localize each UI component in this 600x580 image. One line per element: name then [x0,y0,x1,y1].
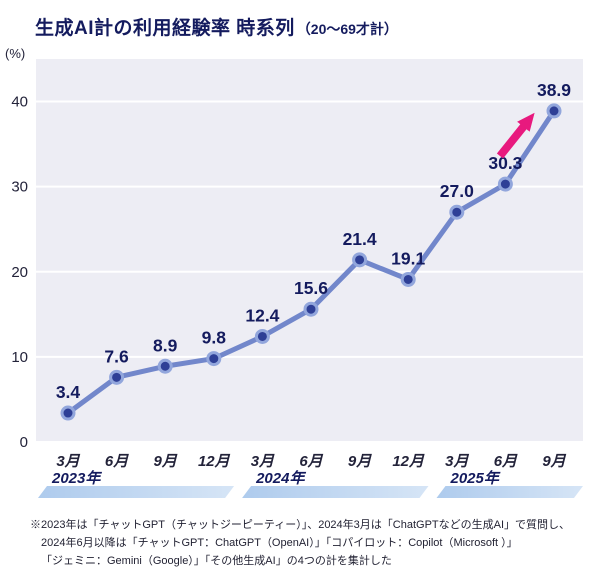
x-tick-label: 9月 [348,453,372,470]
y-tick-label: 10 [11,349,28,366]
year-band [38,486,235,498]
x-tick-label: 6月 [494,453,518,470]
x-tick-label: 6月 [105,453,129,470]
data-point [352,252,368,268]
footnote-line-3: 「ジェミニ：Gemini（Google）」「その他生成AI」の4つの計を集計した [41,555,392,568]
data-point [546,103,562,119]
y-tick-label: 20 [11,264,28,281]
data-point [60,405,76,421]
data-point-label: 7.6 [104,346,129,366]
data-point-label: 30.3 [488,153,522,173]
data-point-label: 9.8 [202,328,227,348]
page-title: 生成AI計の利用経験率 時系列 （20～69才計） [0,0,600,40]
y-tick-label: 30 [11,179,28,196]
data-point-label: 19.1 [391,248,425,268]
year-band-label: 2025年 [450,469,501,487]
chart-title-main: 生成AI計の利用経験率 時系列 [35,18,295,39]
year-band [242,486,429,498]
footnote-line-2: 2024年6月以降は「チャットGPT：ChatGPT（OpenAI）」「コパイロ… [41,537,518,550]
data-point [206,351,222,367]
data-point [109,369,125,385]
x-tick-label: 12月 [392,453,425,470]
y-tick-label: 40 [11,94,28,111]
x-tick-label: 12月 [198,453,231,470]
plot-area [36,59,583,442]
trend-arrow-icon [496,112,535,159]
x-tick-label: 3月 [251,453,275,470]
data-point [497,176,513,192]
year-band-label: 2024年 [255,469,306,487]
x-tick-label: 9月 [542,453,566,470]
x-tick-label: 9月 [154,453,178,470]
data-point-label: 21.4 [343,229,377,249]
y-tick-label: 0 [20,434,28,451]
footnote: ※2023年は「チャットGPT（チャットジーピーティー）」、2024年3月は「C… [30,516,600,570]
data-point-label: 15.6 [294,278,328,298]
data-point [157,358,173,374]
x-tick-label: 3月 [56,453,80,470]
line-chart: (%) 0 10 20 30 40 3.4 7.6 8.9 9.8 12.4 15.6 21.4 19.1… [5,46,583,498]
data-point [449,204,465,220]
data-point [400,271,416,287]
y-axis-unit-label: (%) [5,46,25,61]
x-tick-label: 6月 [299,453,323,470]
chart-title-sub: （20～69才計） [296,21,398,37]
data-point-label: 8.9 [153,335,178,355]
year-band [436,486,583,498]
footnote-line-1: ※2023年は「チャットGPT（チャットジーピーティー）」、2024年3月は「C… [30,519,571,531]
data-point [254,328,270,344]
year-band-label: 2023年 [51,469,102,487]
x-tick-label: 3月 [445,453,469,470]
data-point-label: 12.4 [245,305,279,325]
data-point-label: 3.4 [56,382,81,402]
data-point-label: 38.9 [537,80,571,100]
data-point-label: 27.0 [440,181,474,201]
data-point [303,301,319,317]
